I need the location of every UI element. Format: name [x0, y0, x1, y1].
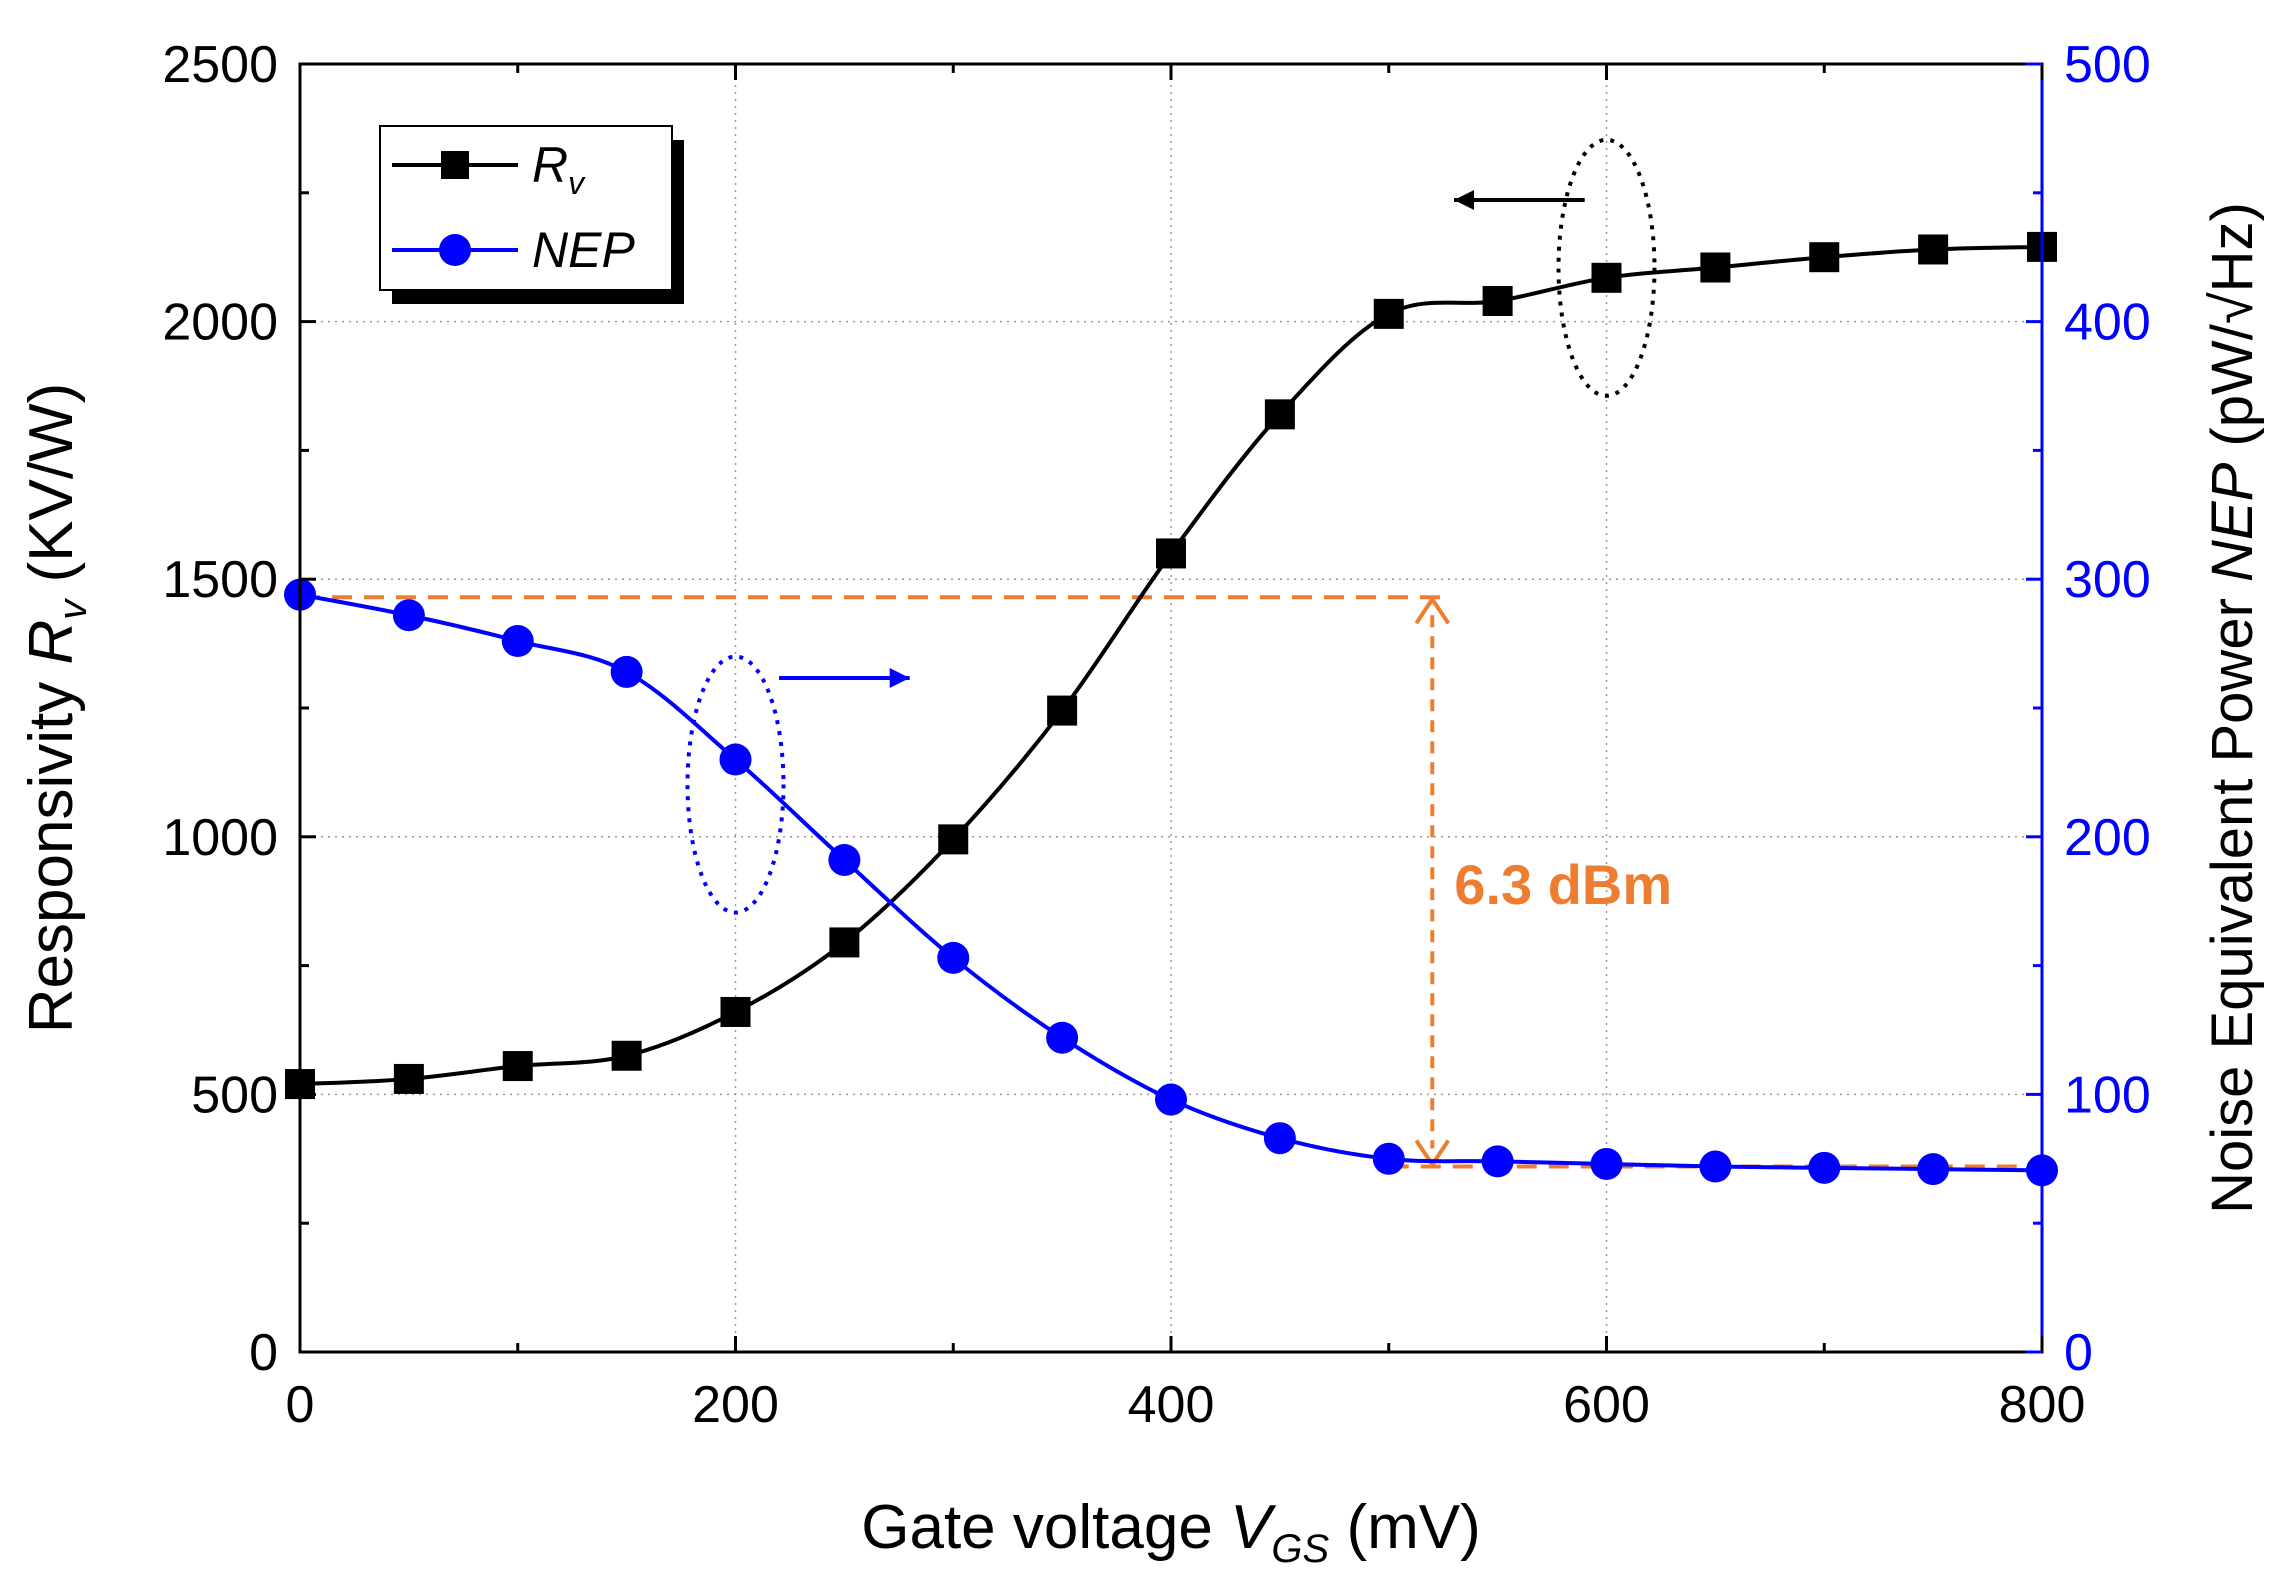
nep-data-point — [1808, 1151, 1841, 1184]
legend-label-rv: Rv — [532, 137, 586, 201]
nep-data-point — [937, 941, 970, 974]
rv-data-point — [1373, 298, 1404, 329]
difference-arrow-head-down — [1414, 1139, 1450, 1169]
nep-data-point — [1590, 1147, 1623, 1180]
x-tick-label: 0 — [286, 1376, 315, 1434]
right-tick-label: 200 — [2064, 809, 2151, 867]
rv-data-point — [1264, 399, 1295, 430]
x-axis-label: Gate voltage VGS (mV) — [861, 1493, 1481, 1571]
right-tick-label: 100 — [2064, 1066, 2151, 1124]
x-axis-label-unit: (mV) — [1346, 1493, 1480, 1562]
rv-data-point — [1700, 252, 1731, 283]
grid-lines — [300, 64, 2042, 1352]
rv-left-axis-arrowhead — [1454, 190, 1475, 210]
legend-box — [379, 125, 673, 291]
left-tick-label: 2000 — [162, 294, 278, 352]
legend-marker-rv — [441, 151, 469, 179]
rv-data-point — [938, 824, 969, 855]
x-tick-label: 600 — [1563, 1376, 1650, 1434]
left-axis-label-symbol: R — [17, 620, 86, 665]
x-axis-label-symbol: V — [1230, 1493, 1277, 1562]
right-tick-label: 500 — [2064, 36, 2151, 94]
right-tick-label: 0 — [2064, 1324, 2093, 1382]
rv-axis-indicator-ellipse — [1556, 137, 1657, 398]
rv-data-point — [1047, 695, 1078, 726]
left-tick-label: 0 — [249, 1324, 278, 1382]
nep-data-point — [501, 625, 534, 658]
nep-data-point — [1481, 1145, 1514, 1178]
nep-data-point — [1046, 1021, 1079, 1054]
left-tick-label: 2500 — [162, 36, 278, 94]
nep-data-point — [392, 599, 425, 632]
nep-right-axis-arrowhead — [889, 668, 910, 688]
rv-data-point — [611, 1040, 642, 1071]
nep-data-point — [1155, 1083, 1187, 1116]
rv-data-point — [829, 927, 860, 958]
nep-data-point — [610, 655, 643, 688]
legend-marker-nep — [439, 234, 471, 266]
left-tick-label: 500 — [191, 1066, 278, 1124]
x-tick-label: 200 — [692, 1376, 779, 1434]
right-tick-label: 300 — [2064, 551, 2151, 609]
series-line-nep — [299, 592, 2043, 1173]
right-axis-label: Noise Equivalent Power NEP (pW/√Hz) — [2200, 202, 2265, 1214]
rv-data-point — [1156, 538, 1186, 569]
left-tick-label: 1000 — [162, 809, 278, 867]
right-axis-label-text: Noise Equivalent Power — [2200, 598, 2265, 1214]
right-axis-label-unit: (pW/√Hz) — [2200, 202, 2265, 446]
nep-data-point — [1263, 1122, 1296, 1155]
x-axis-label-subscript: GS — [1271, 1527, 1329, 1571]
left-axis-label-unit: (KV/W) — [17, 383, 86, 583]
legend-label-nep: NEP — [532, 222, 635, 278]
nep-data-point — [1699, 1150, 1732, 1183]
difference-label: 6.3 dBm — [1454, 853, 1672, 916]
nep-axis-indicator-ellipse — [685, 654, 786, 915]
left-axis-label-subscript: v — [51, 598, 95, 620]
nep-data-point — [828, 843, 861, 876]
rv-data-point — [1591, 262, 1622, 293]
legend: Rv NEP — [379, 125, 684, 304]
x-tick-label: 800 — [1999, 1376, 2086, 1434]
nep-data-point — [1917, 1153, 1950, 1186]
right-axis-label-symbol: NEP — [2200, 462, 2265, 582]
axis-ticks: 0 200 400 600 800050010001500200025000100200… — [162, 36, 2150, 1434]
rv-data-point — [1482, 285, 1513, 316]
rv-data-point — [502, 1051, 533, 1082]
rv-data-point — [1918, 234, 1949, 265]
rv-data-point — [720, 996, 751, 1027]
right-tick-label: 400 — [2064, 294, 2151, 352]
nep-data-point — [1372, 1142, 1405, 1175]
left-axis-label: Responsivity Rv (KV/W) — [17, 383, 95, 1033]
left-axis-label-text: Responsivity — [17, 682, 86, 1033]
rv-data-point — [393, 1063, 424, 1094]
rv-data-point — [1809, 242, 1840, 273]
series-layer — [284, 231, 2058, 1187]
left-tick-label: 1500 — [162, 551, 278, 609]
nep-data-point — [719, 743, 752, 776]
x-tick-label: 400 — [1128, 1376, 1215, 1434]
x-axis-label-text: Gate voltage — [861, 1493, 1213, 1562]
difference-arrow-head-up — [1414, 595, 1450, 625]
